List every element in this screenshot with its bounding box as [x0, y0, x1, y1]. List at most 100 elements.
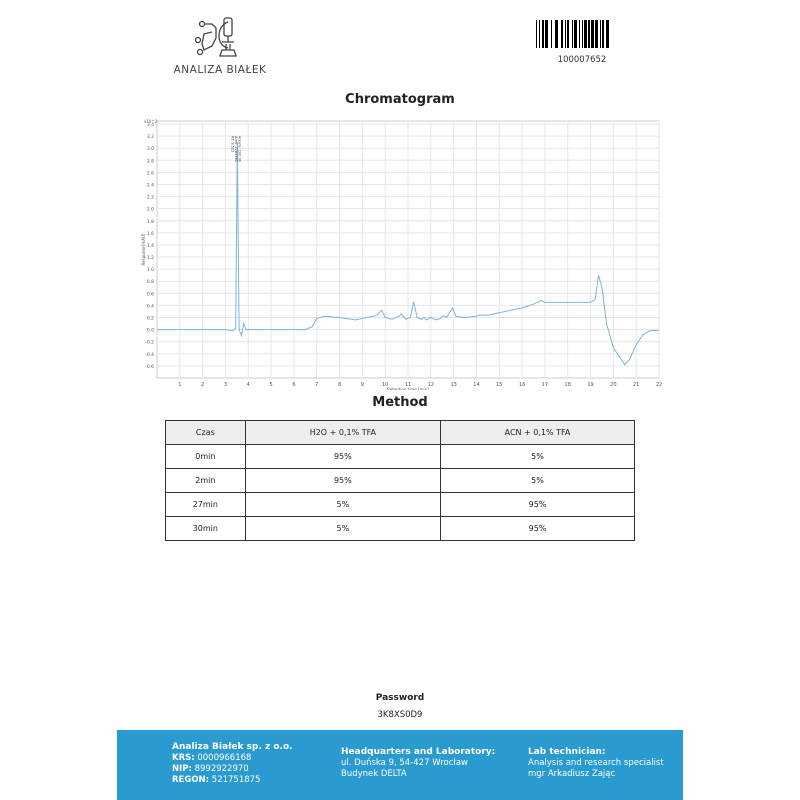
peak-label: Area: 2785862	[234, 136, 238, 162]
password-value: 3K8XS0D9	[377, 710, 423, 720]
y-tick-label: 2.0	[147, 207, 154, 213]
y-exponent: x10^2	[144, 119, 158, 124]
table-cell: 95%	[440, 492, 635, 517]
x-tick-label: 9	[361, 382, 364, 388]
x-tick-label: 15	[496, 382, 502, 388]
table-cell: 95%	[244, 444, 442, 469]
table-header-row: Czas H2O + 0,1% TFA ACN + 0,1% TFA	[165, 420, 635, 445]
y-tick-label: 3.0	[147, 146, 154, 152]
barcode-bar	[602, 20, 604, 48]
column-header: H2O + 0,1% TFA	[244, 420, 442, 445]
table-cell: 30min	[165, 516, 246, 541]
x-tick-label: 4	[247, 382, 250, 388]
krs-value: 0000966168	[197, 753, 252, 763]
barcode-bar	[588, 20, 590, 48]
barcode-bar	[595, 20, 598, 48]
column-header: Czas	[165, 420, 246, 445]
table-cell: 0min	[165, 444, 246, 469]
table-row: 0min 95% 5%	[165, 444, 635, 469]
nip-label: NIP:	[172, 764, 192, 774]
x-tick-label: 5	[269, 382, 272, 388]
y-tick-label: 3.4	[147, 122, 154, 128]
barcode-bar	[561, 20, 563, 48]
barcode-bar	[574, 20, 577, 48]
y-tick-label: 0.6	[147, 291, 154, 297]
company-logo: ANALIZA BIAŁEK	[172, 16, 268, 76]
barcode-bar	[567, 20, 569, 48]
y-tick-label: 2.6	[147, 170, 154, 176]
y-tick-label: 2.8	[147, 158, 154, 164]
y-tick-label: 0.2	[147, 316, 154, 322]
peak-label: RT: 3.522	[230, 136, 234, 152]
table-cell: 2min	[165, 468, 246, 493]
x-tick-label: 16	[519, 382, 525, 388]
y-tick-label: 2.4	[147, 182, 154, 188]
table-cell: 5%	[244, 492, 442, 517]
x-tick-label: 11	[405, 382, 411, 388]
peak-label: Area%: 100.00	[237, 136, 241, 162]
hq-title: Headquarters and Laboratory:	[341, 747, 496, 757]
tech-title: Lab technician:	[528, 747, 606, 757]
chromatogram-chart: 1 2 3 4 5 6 7 8 9 10 11 12 13 14 15 16 17 18 19 20 21 22-0.6-…	[141, 119, 662, 390]
barcode-bar	[551, 20, 552, 48]
regon-value: 521751875	[211, 775, 261, 785]
y-tick-label: 1.6	[147, 231, 154, 237]
y-tick-label: 0.8	[147, 279, 154, 285]
table-cell: 5%	[440, 444, 635, 469]
x-tick-label: 8	[338, 382, 341, 388]
y-tick-label: 1.2	[147, 255, 154, 261]
barcode-bar	[536, 20, 537, 48]
y-tick-label: -0.4	[145, 352, 154, 358]
molecule-microscope-icon	[194, 17, 237, 57]
barcode: 100007652	[534, 20, 630, 65]
chromatogram-title: Chromatogram	[345, 92, 455, 107]
table-cell: 27min	[165, 492, 246, 517]
barcode-bar	[572, 20, 573, 48]
chromatogram-line	[157, 142, 660, 366]
x-tick-label: 21	[633, 382, 639, 388]
x-tick-label: 6	[292, 382, 295, 388]
y-tick-label: 1.0	[147, 267, 154, 273]
x-tick-label: 18	[565, 382, 571, 388]
table-row: 2min 95% 5%	[165, 468, 635, 493]
x-tick-label: 12	[428, 382, 434, 388]
barcode-bar	[539, 20, 540, 48]
barcode-bar	[606, 20, 609, 48]
table-row: 30min 5% 95%	[165, 516, 635, 541]
x-tick-label: 3	[224, 382, 227, 388]
x-tick-label: 19	[587, 382, 593, 388]
x-tick-label: 14	[473, 382, 479, 388]
regon-label: REGON:	[172, 775, 210, 785]
barcode-bar	[555, 20, 558, 48]
method-table: Czas H2O + 0,1% TFA ACN + 0,1% TFA 0min 9…	[165, 420, 635, 541]
x-tick-label: 13	[450, 382, 456, 388]
column-header: ACN + 0,1% TFA	[440, 420, 635, 445]
barcode-number: 100007652	[557, 55, 607, 65]
x-tick-label: 17	[542, 382, 548, 388]
barcode-bar	[545, 20, 548, 48]
y-tick-label: 0.4	[147, 303, 154, 309]
table-cell: 5%	[244, 516, 442, 541]
barcode-bar	[600, 20, 601, 48]
y-tick-label: 0.0	[147, 328, 154, 334]
x-tick-label: 7	[315, 382, 318, 388]
x-axis-label: Retention time [min]	[387, 387, 429, 390]
y-tick-label: 2.2	[147, 195, 154, 201]
barcode-image	[536, 20, 609, 48]
table-cell: 95%	[244, 468, 442, 493]
x-tick-label: 2	[201, 382, 204, 388]
barcode-bar	[542, 20, 544, 48]
logo-text: ANALIZA BIAŁEK	[173, 64, 267, 76]
barcode-bar	[584, 20, 587, 48]
nip-value: 8992922970	[194, 764, 249, 774]
footer: Analiza Białek sp. z o.o. KRS: 000096616…	[117, 730, 683, 800]
y-tick-label: 1.8	[147, 219, 154, 225]
table-row: 27min 5% 95%	[165, 492, 635, 517]
barcode-bar	[565, 20, 566, 48]
table-cell: 5%	[440, 468, 635, 493]
y-tick-label: -0.2	[145, 340, 154, 346]
barcode-bar	[579, 20, 580, 48]
y-axis-label: Response[mAU]	[141, 233, 146, 265]
y-tick-label: -0.6	[145, 364, 154, 370]
tech-name: mgr Arkadiusz Zając	[528, 769, 616, 779]
